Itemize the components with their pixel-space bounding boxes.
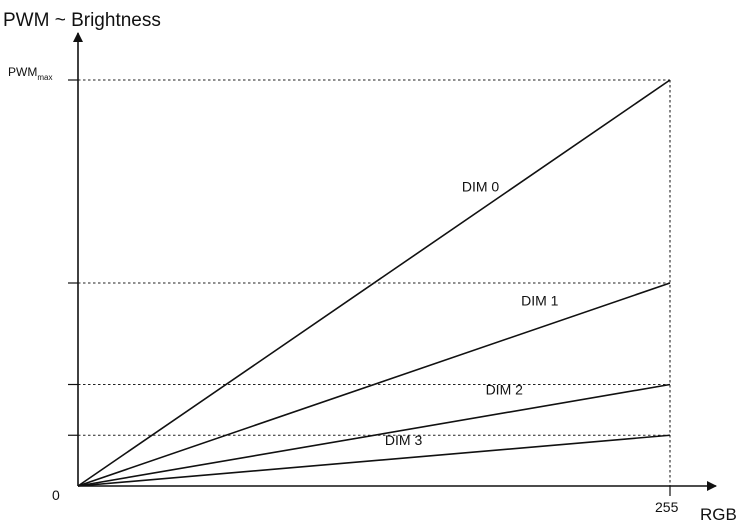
y-tick-label-pwm-max: PWMmax bbox=[8, 65, 52, 82]
series-line-1 bbox=[77, 282, 671, 487]
y-axis-label: PWM ~ Brightness bbox=[3, 10, 161, 31]
series-label-2: DIM 2 bbox=[486, 382, 524, 398]
series-line-2 bbox=[77, 383, 671, 487]
series-line-3 bbox=[77, 434, 671, 487]
x-tick-label-255: 255 bbox=[655, 499, 679, 515]
series-label-0: DIM 0 bbox=[462, 179, 500, 195]
y-axis-ticks bbox=[68, 79, 78, 436]
series-labels: DIM 0 DIM 1 DIM 2 DIM 3 bbox=[385, 179, 559, 448]
series-lines bbox=[77, 79, 671, 487]
series-line-0 bbox=[77, 79, 671, 487]
y-tick-label-sub: max bbox=[37, 73, 52, 82]
origin-label: 0 bbox=[52, 487, 60, 503]
x-axis-label: RGB bbox=[700, 505, 737, 524]
series-label-3: DIM 3 bbox=[385, 432, 423, 448]
series-label-1: DIM 1 bbox=[521, 292, 559, 308]
y-tick-label-base: PWM bbox=[8, 65, 37, 79]
